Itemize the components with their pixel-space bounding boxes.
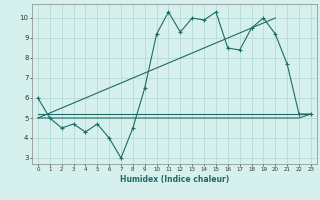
X-axis label: Humidex (Indice chaleur): Humidex (Indice chaleur) [120,175,229,184]
